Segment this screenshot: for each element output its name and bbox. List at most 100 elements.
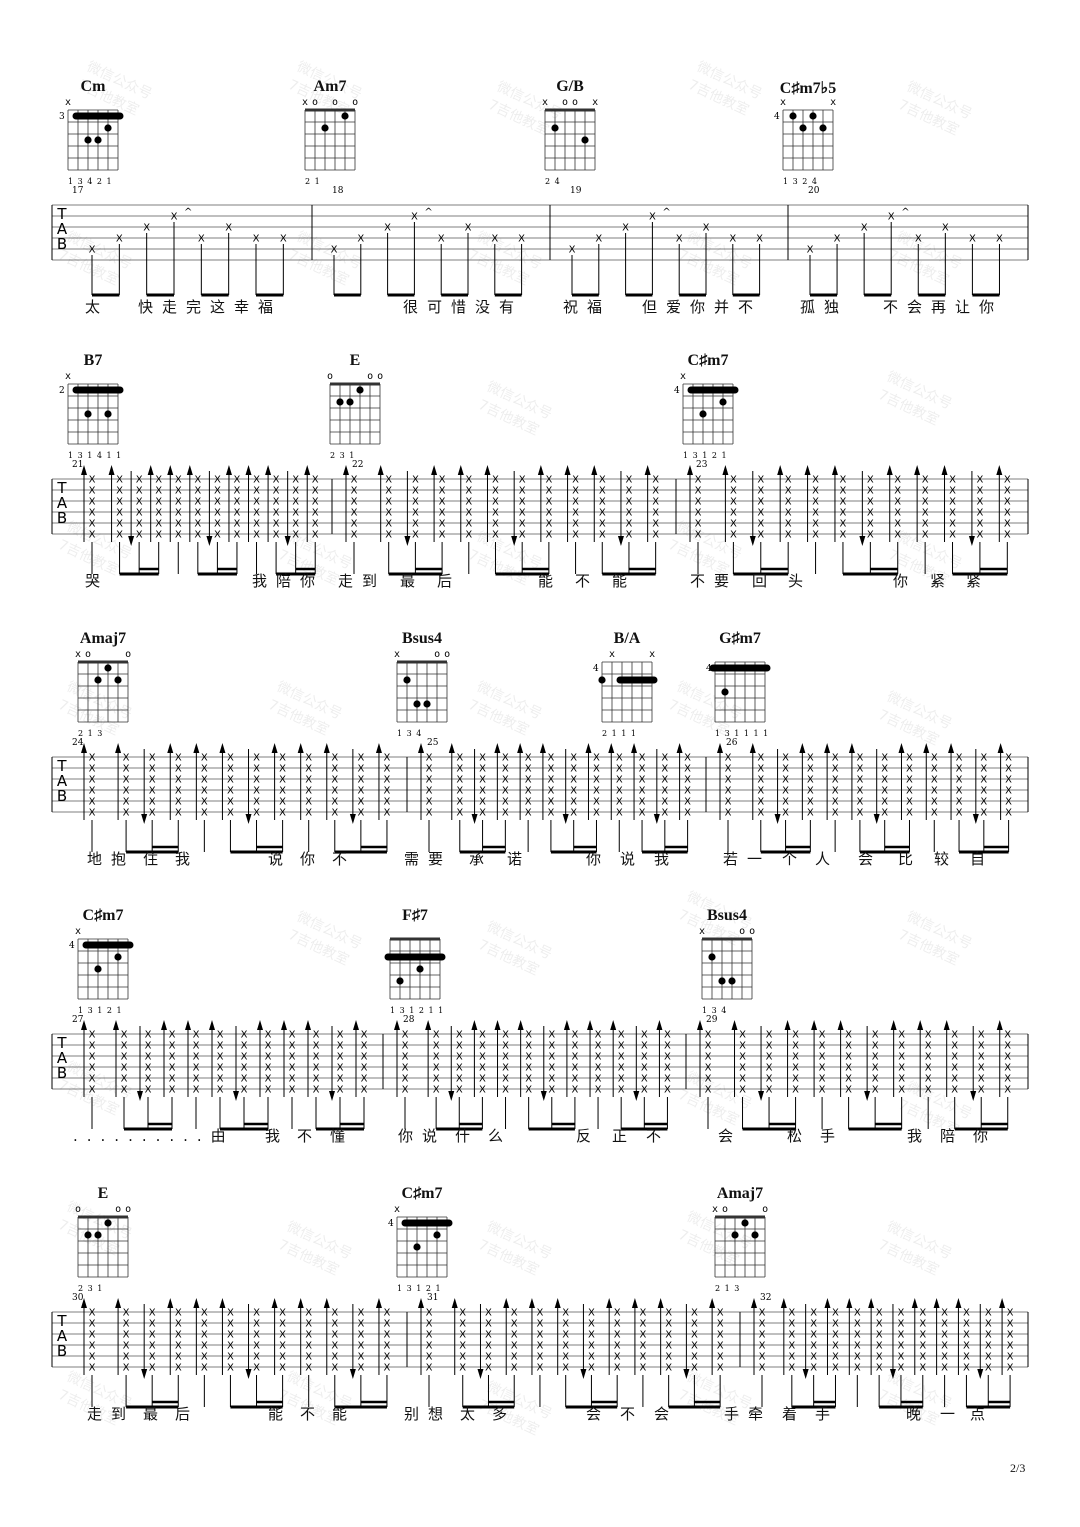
lyric: 多 bbox=[492, 1405, 517, 1423]
chord-diagram: o oo 2 3 1 bbox=[75, 1204, 131, 1293]
strum-down-arrow bbox=[653, 814, 660, 824]
note-x: X bbox=[89, 753, 96, 764]
note-x: X bbox=[313, 1074, 320, 1085]
note-x: X bbox=[525, 753, 532, 764]
note-x: X bbox=[116, 519, 123, 530]
string-markers: x bbox=[394, 1204, 454, 1215]
note-x: X bbox=[149, 1341, 156, 1352]
strum-up-arrow bbox=[418, 1298, 424, 1308]
note-x: X bbox=[812, 475, 819, 486]
lyric: 地抱 bbox=[87, 850, 136, 868]
chord-name: C♯m7♭5 bbox=[779, 80, 837, 97]
note-x: X bbox=[854, 1308, 861, 1319]
note-x: X bbox=[312, 530, 319, 541]
note-x: X bbox=[351, 519, 358, 530]
note-x: X bbox=[906, 775, 913, 786]
note-x: X bbox=[525, 1074, 532, 1085]
note-x: X bbox=[782, 797, 789, 808]
note-x: X bbox=[357, 753, 364, 764]
strum-down-arrow bbox=[141, 1369, 148, 1379]
lyric: 我 bbox=[175, 850, 200, 868]
note-x: X bbox=[1005, 764, 1012, 775]
chord-name: G♯m7 bbox=[719, 630, 761, 647]
lyric: 着 bbox=[782, 1405, 807, 1423]
note-x: X bbox=[439, 497, 446, 508]
note-x: X bbox=[739, 1052, 746, 1063]
note-x: X bbox=[665, 1363, 672, 1374]
note-x: X bbox=[757, 519, 764, 530]
finger-dot bbox=[819, 124, 827, 132]
note-x: X bbox=[412, 486, 419, 497]
strum-up-arrow bbox=[305, 1020, 311, 1030]
strum-up-arrow bbox=[890, 1020, 897, 1030]
measure: XXXXXXXXXXXXXXXXXXXXXXXXXXXXXXXXXXXXXXXX… bbox=[343, 465, 659, 576]
note-x: X bbox=[155, 486, 162, 497]
strum-down-arrow bbox=[859, 536, 866, 546]
finger-dot bbox=[721, 688, 729, 696]
note-x: X bbox=[253, 508, 260, 519]
measure: XXXXXXXXXXXXXXXXXXXXXXXXXXXXXXXXXXXXXXXX… bbox=[697, 1020, 1011, 1131]
note-x: X bbox=[537, 1363, 544, 1374]
measure: XXXXXXXXXXXXXXXXXXXXXXXXXXXXXXXXXXXXXXXX… bbox=[687, 465, 1011, 576]
string-markers: x oo x bbox=[542, 97, 602, 108]
strum-up-arrow bbox=[644, 465, 651, 475]
note-x: X bbox=[485, 1341, 492, 1352]
string-markers: xo o o bbox=[302, 97, 362, 108]
note-x: X bbox=[351, 475, 358, 486]
tab-clef-letter: B bbox=[57, 1064, 67, 1082]
note-x: X bbox=[757, 486, 764, 497]
note-x: X bbox=[439, 486, 446, 497]
note-x: X bbox=[502, 1030, 509, 1041]
note-x: X bbox=[766, 1085, 773, 1096]
finger-dot bbox=[699, 410, 707, 418]
note-x: X bbox=[845, 1085, 852, 1096]
note-x: X bbox=[856, 797, 863, 808]
note-x: X bbox=[305, 775, 312, 786]
strum-up-arrow bbox=[914, 465, 921, 475]
note-x: X bbox=[705, 1085, 712, 1096]
note-x: X bbox=[433, 1074, 440, 1085]
note-x: X bbox=[684, 775, 691, 786]
note-x: X bbox=[201, 1341, 208, 1352]
strum-up-arrow bbox=[484, 465, 491, 475]
note-x: X bbox=[876, 1352, 883, 1363]
note-x: X bbox=[705, 1030, 712, 1041]
note-x: X bbox=[149, 1363, 156, 1374]
note-x: X bbox=[766, 1030, 773, 1041]
chord-position: 4 bbox=[706, 664, 712, 674]
note-x: X bbox=[234, 508, 241, 519]
note-x: X bbox=[894, 508, 901, 519]
note-x: X bbox=[562, 1308, 569, 1319]
note-x: X bbox=[562, 1319, 569, 1330]
measure: X X X X ^ X X X X bbox=[89, 207, 287, 297]
note-x: X bbox=[121, 1041, 128, 1052]
note-x: X bbox=[171, 212, 178, 223]
note-x: X bbox=[925, 1085, 932, 1096]
strum-up-arrow bbox=[631, 743, 638, 753]
note-x: X bbox=[963, 1308, 970, 1319]
note-x: X bbox=[757, 497, 764, 508]
note-x: X bbox=[175, 1308, 182, 1319]
note-x: X bbox=[292, 508, 299, 519]
note-x: X bbox=[116, 486, 123, 497]
strum-up-arrow bbox=[687, 465, 693, 475]
note-x: X bbox=[337, 1030, 344, 1041]
note-x: X bbox=[241, 1041, 248, 1052]
note-x: X bbox=[123, 786, 130, 797]
strum-down-arrow bbox=[141, 814, 148, 824]
note-x: X bbox=[807, 797, 814, 808]
strum-up-arrow bbox=[108, 465, 115, 475]
note-x: X bbox=[739, 1063, 746, 1074]
note-x: X bbox=[595, 1030, 602, 1041]
note-x: X bbox=[479, 786, 486, 797]
note-x: X bbox=[691, 1319, 698, 1330]
note-x: X bbox=[661, 775, 668, 786]
note-x: X bbox=[194, 508, 201, 519]
note-x: X bbox=[357, 234, 364, 245]
note-x: X bbox=[545, 530, 552, 541]
note-x: X bbox=[695, 497, 702, 508]
note-x: X bbox=[537, 1319, 544, 1330]
measure: X X X X ^ X X X X bbox=[569, 207, 763, 297]
note-x: X bbox=[691, 1363, 698, 1374]
note-x: X bbox=[123, 764, 130, 775]
